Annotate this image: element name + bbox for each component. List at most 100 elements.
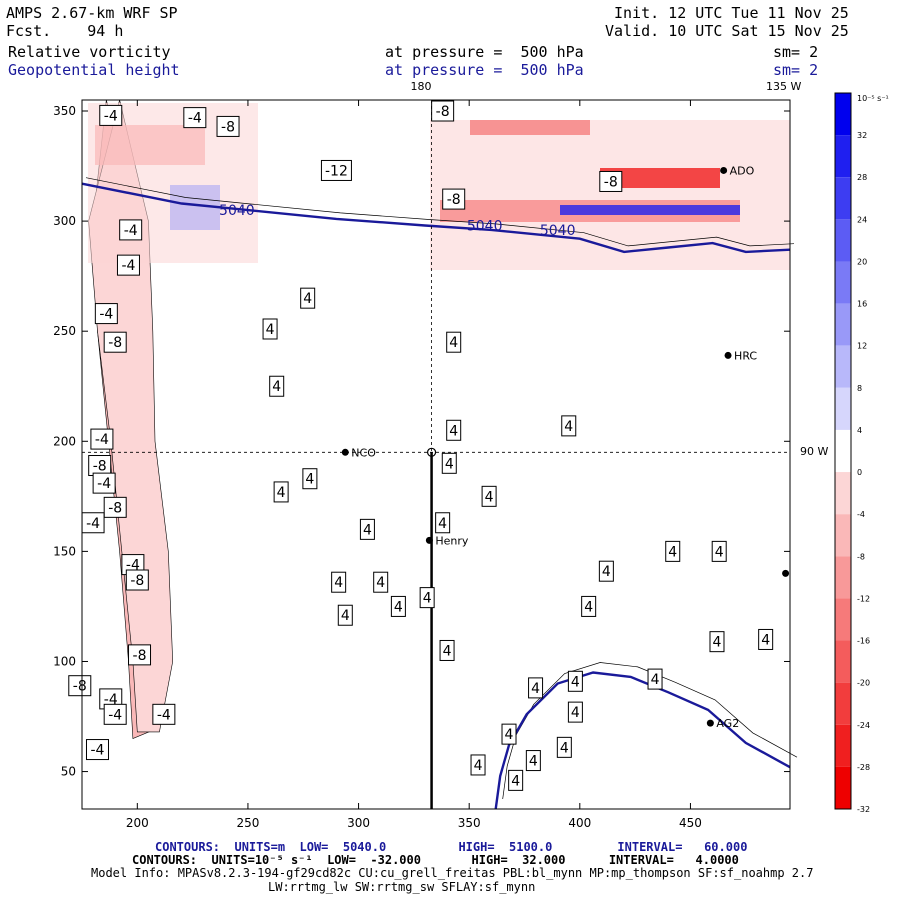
contour-label-box <box>331 571 347 593</box>
contour-label-text: 4 <box>266 322 275 338</box>
contour-label-box <box>709 631 725 653</box>
contour-label: 4 <box>598 560 614 582</box>
colorbar-swatch <box>835 135 851 178</box>
height-contours: 5040 5040 5040 <box>81 182 791 810</box>
height-contour-label: 5040 <box>219 203 255 219</box>
contour-label: -4 <box>152 703 176 725</box>
contour-label: 4 <box>665 540 681 562</box>
contour-label-box <box>567 670 583 692</box>
contour-label-text: 4 <box>571 674 580 690</box>
contour-label-text: 4 <box>564 419 573 435</box>
valid-time: Valid. 10 UTC Sat 15 Nov 25 <box>605 22 849 40</box>
station-label: ADO <box>730 164 755 177</box>
storm-core-red-4 <box>95 125 205 165</box>
contour-label-text: -4 <box>91 743 105 759</box>
colorbar-tick-label: -12 <box>857 594 870 603</box>
contour-label: 4 <box>439 639 455 661</box>
plot-frame <box>81 99 791 810</box>
contour-label-text: -8 <box>108 335 122 351</box>
contour-label-box <box>556 736 572 758</box>
contour-label-text: 4 <box>713 635 722 651</box>
contour-label: 4 <box>561 415 577 437</box>
contour-label-text: -4 <box>188 111 202 127</box>
contour-label-box <box>68 675 92 697</box>
contour-label-text: -8 <box>73 679 87 695</box>
contour-label: 4 <box>337 604 353 626</box>
contour-label: -8 <box>216 115 240 137</box>
x-tick-label: 450 <box>679 816 702 830</box>
contour-label-box <box>599 170 623 192</box>
vorticity-contour-0 <box>85 177 795 247</box>
contour-label: 4 <box>711 540 727 562</box>
contour-label: 4 <box>758 628 774 650</box>
colorbar-swatch <box>835 682 851 725</box>
station-label: HRC <box>734 349 757 362</box>
contour-label-text: -4 <box>86 516 100 532</box>
contour-label-box <box>128 644 152 666</box>
contour-label: -8 <box>103 496 127 518</box>
colorbar-swatch <box>835 598 851 641</box>
colorbar-tick-label: 16 <box>857 300 867 309</box>
contour-label: 4 <box>269 375 285 397</box>
contour-label-box <box>269 375 285 397</box>
contour-label: 4 <box>390 595 406 617</box>
colorbar-swatch <box>835 219 851 262</box>
storm-core-red-3 <box>470 120 590 135</box>
contour-label: -8 <box>442 188 466 210</box>
y-tick-label: 250 <box>53 324 76 338</box>
colorbar: 32 28 24 20 16 12 8 4 0 -4 -8 -12 -16 -20 -24 -28 -32 10⁻… <box>834 92 889 814</box>
contour-label-text: 4 <box>394 599 403 615</box>
contour-label-box <box>665 540 681 562</box>
contour-label-text: -8 <box>447 192 461 208</box>
contour-label: 4 <box>709 631 725 653</box>
contour-label-text: 4 <box>761 632 770 648</box>
colorbar-tick-label: 32 <box>857 131 867 140</box>
storm-cell-east <box>430 120 790 270</box>
colorbar-swatch <box>835 345 851 388</box>
contour-label-box <box>116 254 140 276</box>
contour-label-box <box>446 419 462 441</box>
contour-label-text: 4 <box>560 740 569 756</box>
contour-label-text: 4 <box>529 754 538 770</box>
contour-label-text: 4 <box>423 591 432 607</box>
field2-pressure: at pressure = 500 hPa <box>385 61 584 79</box>
y-tick-label: 350 <box>53 104 76 118</box>
colorbar-tick-label: -24 <box>857 721 870 730</box>
contour-label-box <box>508 769 524 791</box>
contour-label: 4 <box>470 754 486 776</box>
storm-core-red-2 <box>600 168 720 188</box>
contour-label-text: 4 <box>449 335 458 351</box>
contour-label-box <box>262 318 278 340</box>
colorbar-swatch <box>835 514 851 557</box>
contour-label-text: -8 <box>108 500 122 516</box>
contour-label: -4 <box>183 107 207 129</box>
vorticity-contours <box>85 177 798 800</box>
contour-label: 4 <box>481 485 497 507</box>
colorbar-tick-label: -16 <box>857 637 870 646</box>
contour-label-box <box>439 639 455 661</box>
height-contour-1 <box>494 671 791 810</box>
contour-label-box <box>470 754 486 776</box>
colorbar-tick-label: 24 <box>857 215 867 224</box>
contour-label-box <box>647 668 663 690</box>
contour-label-text: 4 <box>474 758 483 774</box>
contour-label: -8 <box>599 170 623 192</box>
footer-line1-c: INTERVAL= 60.000 <box>617 840 748 854</box>
contour-label: 4 <box>359 518 375 540</box>
field2-smooth: sm= 2 <box>773 61 819 79</box>
contour-label-text: -4 <box>121 258 135 274</box>
contour-label: -8 <box>431 100 455 122</box>
contour-label-text: 4 <box>334 575 343 591</box>
axes: 200 250 300 350 400 450 50 100 150 200 250 300 350 <box>53 100 790 830</box>
contour-label-box <box>302 468 318 490</box>
colorbar-swatch <box>835 387 851 430</box>
contour-label-text: -4 <box>95 432 109 448</box>
contour-label: -12 <box>320 159 352 181</box>
contour-label: -8 <box>128 644 152 666</box>
contour-label: 4 <box>435 512 451 534</box>
contour-label-text: -4 <box>104 108 118 124</box>
contour-label-text: 4 <box>602 564 611 580</box>
height-contour-0 <box>81 182 791 254</box>
station-dot <box>706 719 714 727</box>
